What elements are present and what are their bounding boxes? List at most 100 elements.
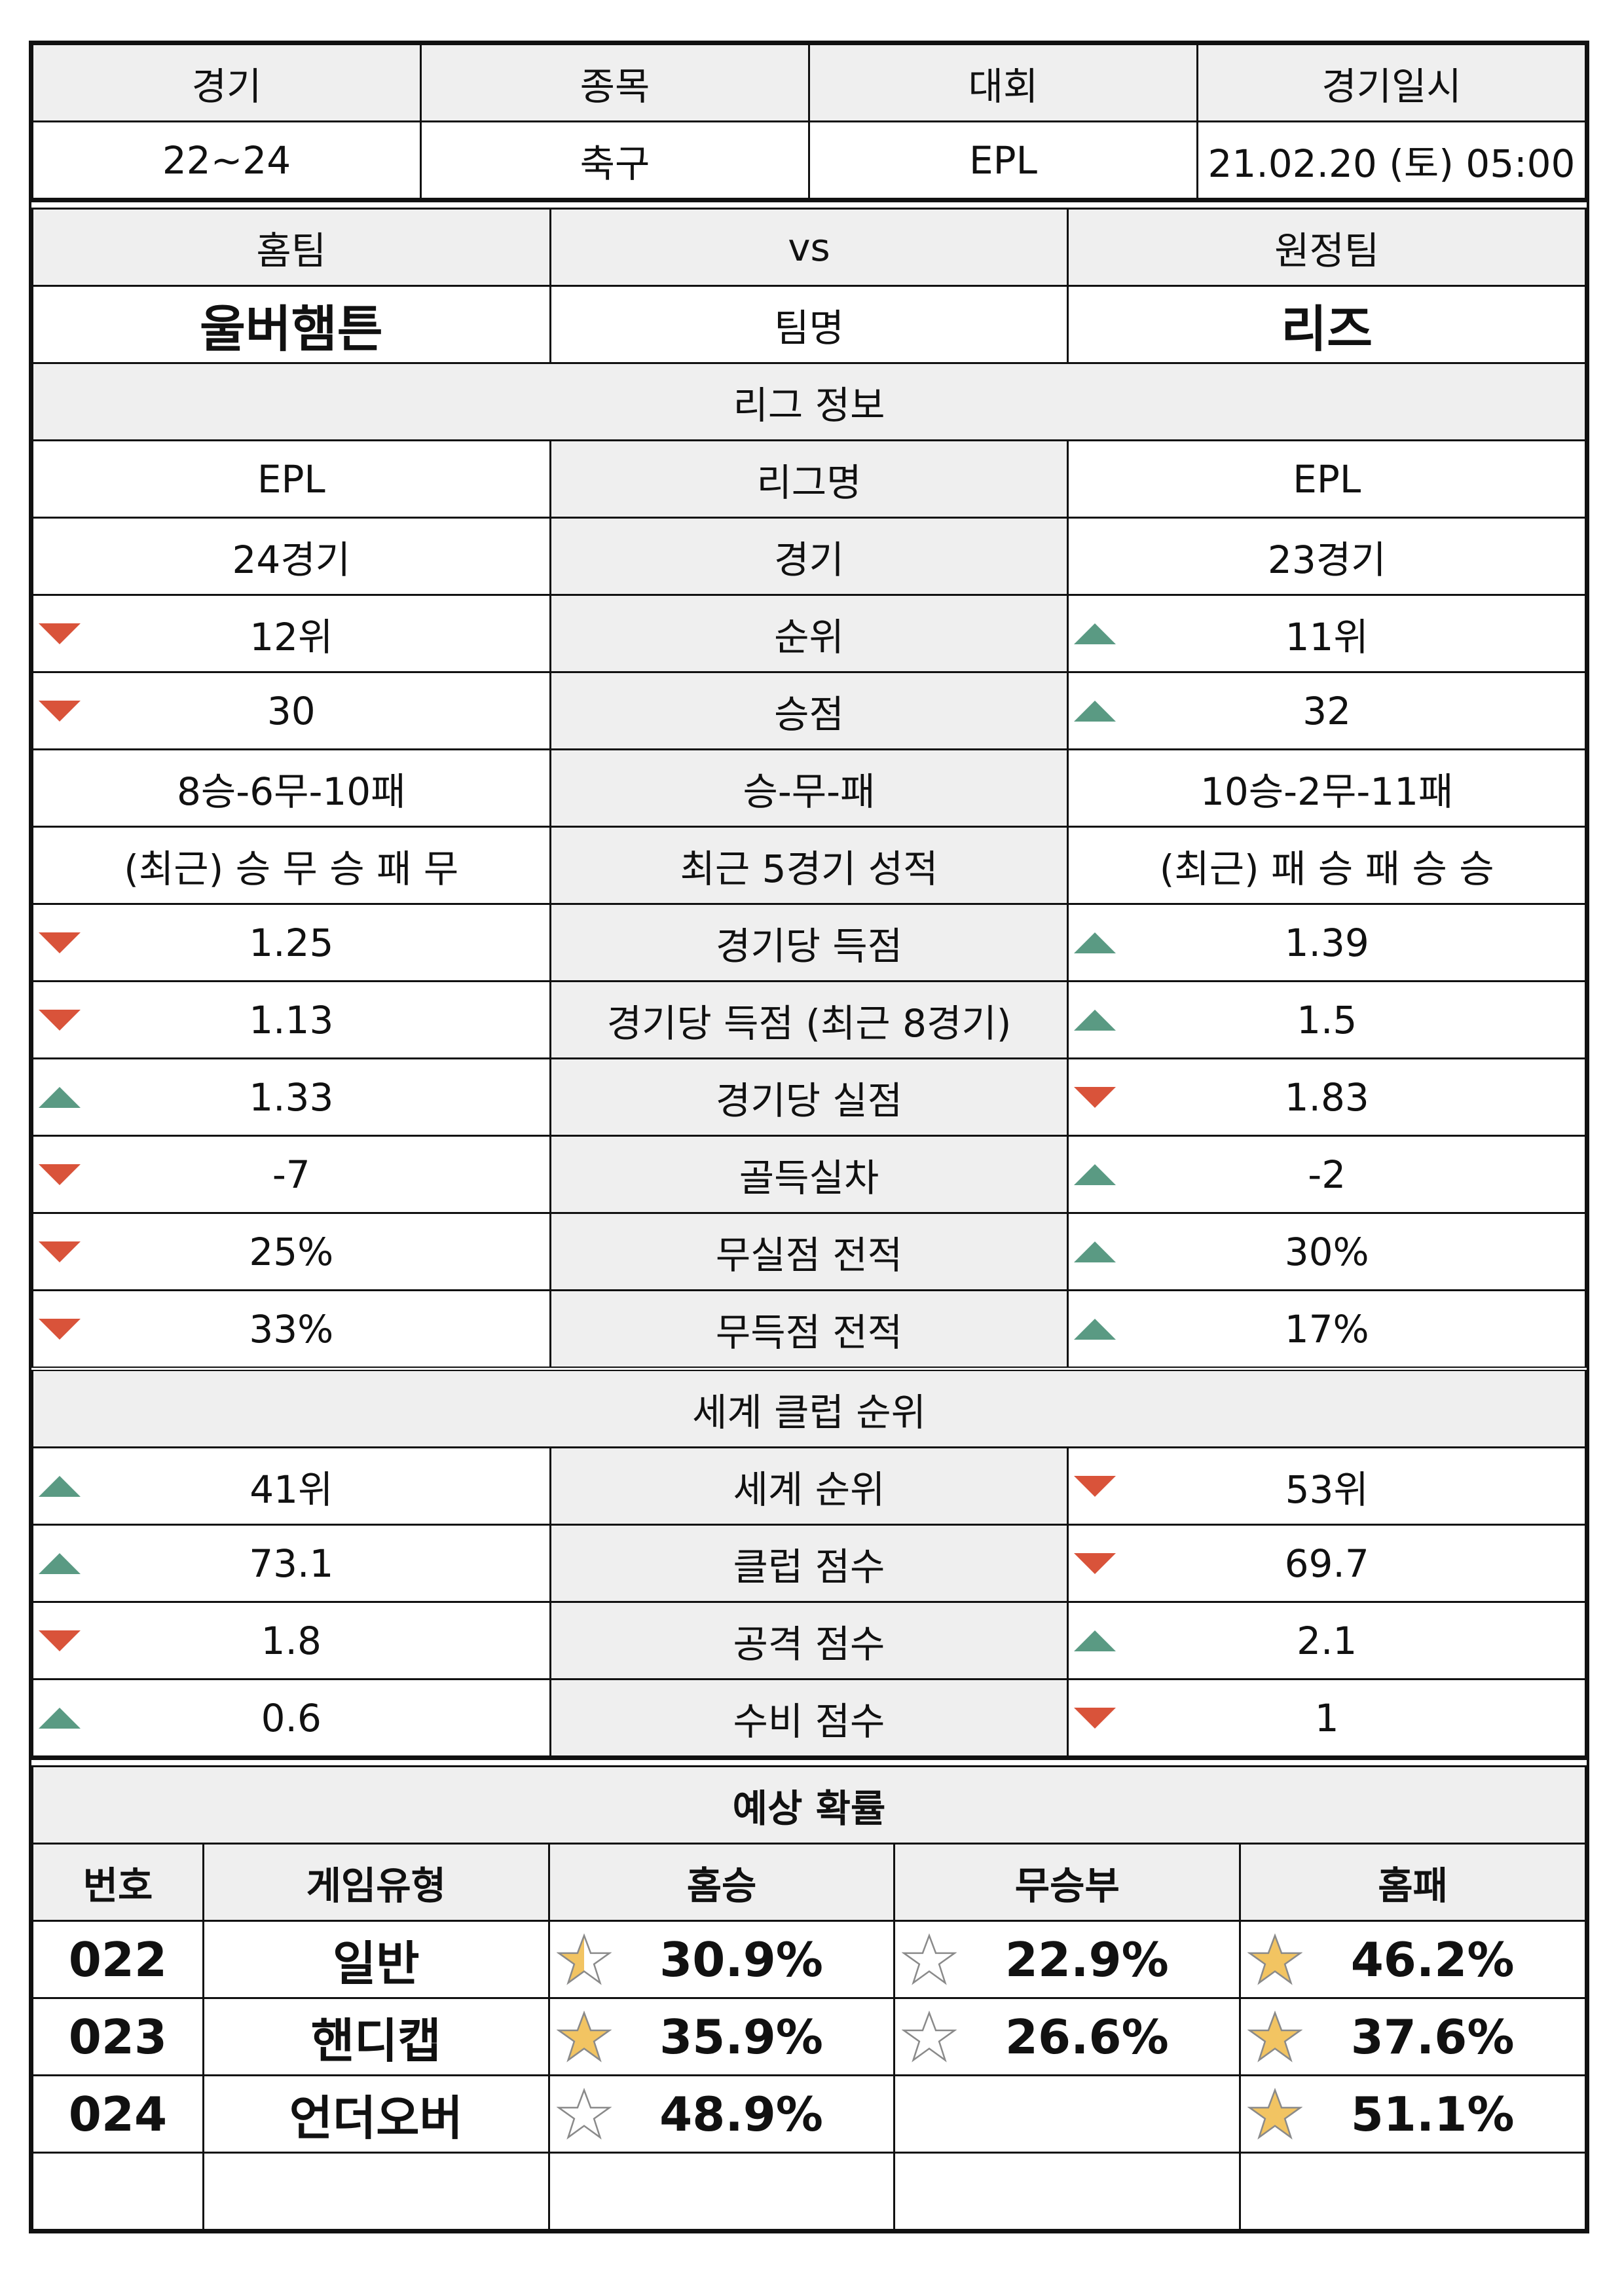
league-section-title: 리그 정보 [31,362,1587,441]
away-stat: 23경기 [1067,517,1587,596]
home-loss-percent: 37.6% [1350,2009,1515,2065]
triangle-down-icon [1074,1086,1116,1108]
triangle-down-icon [1074,1707,1116,1729]
away-stat-text: 10승-2무-11패 [1200,769,1454,814]
triangle-down-icon [39,623,81,644]
away-stat: -2 [1067,1135,1587,1214]
empty-cell [893,2152,1242,2231]
away-stat: EPL [1067,439,1587,519]
stat-label: 경기 [549,517,1069,596]
home-stat-text: (최근) 승 무 승 패 무 [124,846,459,891]
stat-label: 클럽 점수 [549,1524,1069,1603]
triangle-down-icon [39,700,81,722]
stat-label: 승-무-패 [549,748,1069,828]
home-stat-text: -7 [272,1152,310,1197]
triangle-down-icon [39,1164,81,1185]
home-loss-probability: 51.1% [1239,2074,1587,2154]
home-stat-text: EPL [257,456,325,502]
star-empty-icon [902,2010,957,2063]
away-team-name: 리즈 [1067,285,1587,364]
world-rows: 41위 세계 순위 53위 73.1 클럽 점수 69.7 1.8 공격 점수 2.1 0.6 수비… [31,1446,1587,1757]
stat-label: 순위 [549,594,1069,673]
label-match: 경기 [31,43,422,122]
triangle-up-icon [39,1475,81,1497]
home-win-percent: 35.9% [659,2009,823,2065]
empty-cell [202,2152,550,2231]
home-stat-text: 1.8 [261,1618,322,1663]
away-stat-text: 53위 [1285,1467,1369,1512]
stat-label: 골득실차 [549,1135,1069,1214]
home-stat-text: 33% [249,1306,334,1351]
label-datetime: 경기일시 [1196,43,1587,122]
home-team-label: 홈팀 [31,208,551,287]
league-rows: EPL 리그명 EPL 24경기 경기 23경기 12위 순위 11위 30 승점 32 8승-6무-1… [31,439,1587,1370]
away-stat-text: 17% [1284,1306,1369,1351]
star-full-icon [1247,2087,1303,2140]
home-win-percent: 48.9% [659,2086,823,2142]
stat-row: 1.13 경기당 득점 (최근 8경기) 1.5 [31,980,1587,1059]
triangle-up-icon [1074,1241,1116,1262]
prediction-row: 022 일반 30.9% 22.9% 46.2% [31,1920,1587,1999]
home-stat: -7 [31,1135,551,1214]
home-win-probability: 30.9% [547,1920,896,1999]
col-home-loss: 홈패 [1239,1843,1587,1922]
col-game-type: 게임유형 [202,1843,550,1922]
stat-label: 리그명 [549,439,1069,519]
away-stat-text: 32 [1302,688,1352,733]
value-competition: EPL [808,120,1198,200]
stat-label: 수비 점수 [549,1678,1069,1757]
stat-label-text: 수비 점수 [733,1698,885,1744]
stat-label-text: 클럽 점수 [733,1544,885,1589]
stat-row: 73.1 클럽 점수 69.7 [31,1524,1587,1603]
home-stat: 1.33 [31,1057,551,1137]
away-stat-text: 69.7 [1284,1541,1369,1586]
home-stat: 0.6 [31,1678,551,1757]
value-datetime: 21.02.20 (토) 05:00 [1196,120,1587,200]
away-stat-text: 11위 [1285,614,1369,659]
home-stat-text: 41위 [249,1467,333,1512]
stat-row: (최근) 승 무 승 패 무 최근 5경기 성적 (최근) 패 승 패 승 승 [31,826,1587,905]
game-type: 언더오버 [202,2074,550,2154]
home-stat-text: 0.6 [261,1695,322,1740]
away-stat: 1 [1067,1678,1587,1757]
game-number: 023 [31,1997,204,2076]
stat-label-text: 세계 순위 [733,1467,885,1512]
stat-row: 8승-6무-10패 승-무-패 10승-2무-11패 [31,748,1587,828]
stat-label-text: 무실점 전적 [715,1232,903,1277]
stat-row: 12위 순위 11위 [31,594,1587,673]
value-sport: 축구 [420,120,810,200]
stat-label: 세계 순위 [549,1446,1069,1526]
away-stat: 53위 [1067,1446,1587,1526]
prediction-row: 024 언더오버 48.9% 51.1% [31,2074,1587,2154]
away-stat-text: 23경기 [1267,537,1386,582]
home-stat: 33% [31,1289,551,1370]
draw-percent: 26.6% [1005,2009,1169,2065]
stat-label-text: 경기당 득점 [715,923,903,968]
home-stat-text: 24경기 [232,537,351,582]
empty-cell [547,2152,896,2231]
stat-label: 무득점 전적 [549,1289,1069,1370]
empty-row [31,2152,1587,2231]
away-stat: 11위 [1067,594,1587,673]
triangle-down-icon [39,1630,81,1651]
away-stat-text: 1 [1314,1695,1339,1740]
stat-label: 경기당 득점 [549,903,1069,982]
stat-label-text: 경기 [774,537,844,582]
away-stat: 10승-2무-11패 [1067,748,1587,828]
home-stat: 41위 [31,1446,551,1526]
triangle-up-icon [39,1707,81,1729]
away-stat-text: 2.1 [1297,1618,1357,1663]
away-stat: (최근) 패 승 패 승 승 [1067,826,1587,905]
home-team-name: 울버햄튼 [31,285,551,364]
away-stat: 32 [1067,671,1587,750]
away-stat-text: 1.5 [1297,997,1357,1042]
away-stat: 1.83 [1067,1057,1587,1137]
away-stat-text: (최근) 패 승 패 승 승 [1159,846,1494,891]
stat-row: 1.8 공격 점수 2.1 [31,1601,1587,1680]
draw-probability: 22.9% [893,1920,1242,1999]
stat-row: 25% 무실점 전적 30% [31,1212,1587,1291]
star-full-icon [1247,1932,1303,1985]
home-stat: 24경기 [31,517,551,596]
stat-label-text: 무득점 전적 [715,1310,903,1355]
home-win-percent: 30.9% [659,1932,823,1987]
